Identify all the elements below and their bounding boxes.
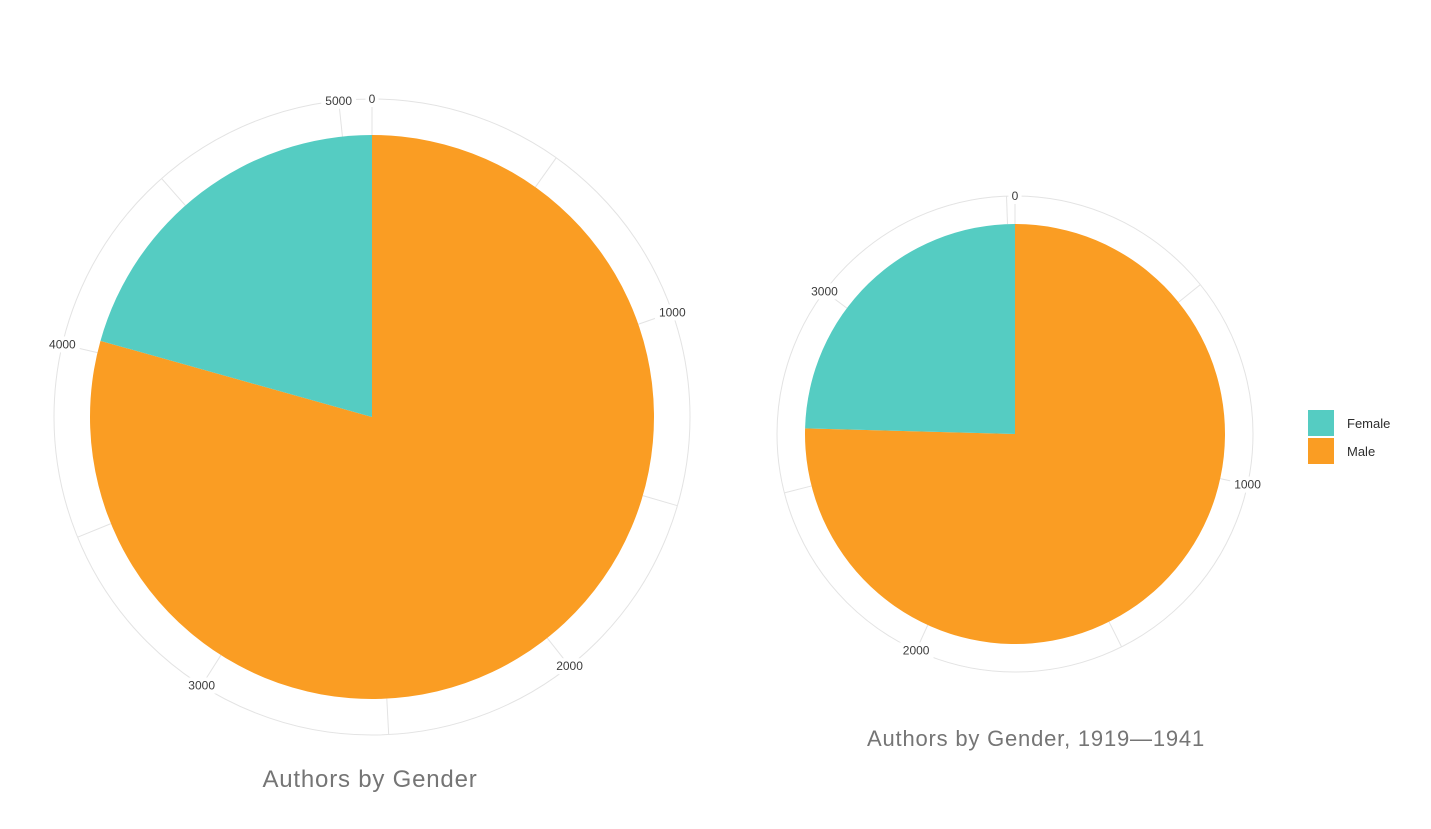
tick-label-backing bbox=[365, 91, 379, 107]
tick-label-backing bbox=[1230, 476, 1265, 493]
legend-swatch-male bbox=[1308, 438, 1334, 464]
chart-title-right: Authors by Gender, 1919—1941 bbox=[867, 726, 1205, 751]
axis-tick bbox=[534, 157, 557, 188]
pie-chart-right: 0 1000 2000 3000 bbox=[776, 188, 1265, 673]
legend-label-female: Female bbox=[1347, 415, 1391, 431]
pie-slice-female bbox=[805, 224, 1015, 434]
pie-slice-female bbox=[100, 135, 372, 417]
tick-label: 3000 bbox=[188, 679, 215, 693]
tick-label: 2000 bbox=[556, 659, 583, 673]
tick-label: 0 bbox=[1012, 189, 1019, 203]
axis-tick bbox=[642, 495, 678, 507]
tick-label: 2000 bbox=[903, 643, 930, 657]
tick-label-backing bbox=[654, 304, 690, 321]
legend-item-female: Female bbox=[1308, 410, 1390, 436]
tick-label: 1000 bbox=[1234, 478, 1261, 492]
legend-swatch-female bbox=[1308, 410, 1334, 436]
tick-label-backing bbox=[321, 92, 357, 109]
axis-tick bbox=[784, 485, 812, 494]
legend-label-male: Male bbox=[1347, 443, 1376, 459]
tick-label-backing bbox=[184, 677, 220, 694]
legend-item-male: Male bbox=[1308, 438, 1390, 464]
tick-label-backing bbox=[807, 283, 842, 300]
axis-tick bbox=[161, 178, 186, 206]
axis-tick bbox=[77, 523, 112, 538]
pie-chart-left: 0 1000 2000 3000 4000 5000 bbox=[44, 91, 691, 736]
tick-label: 0 bbox=[369, 92, 376, 106]
axis-tick bbox=[1108, 621, 1122, 648]
tick-label: 1000 bbox=[659, 305, 686, 319]
tick-label-backing bbox=[898, 642, 934, 659]
tick-label: 3000 bbox=[811, 284, 838, 298]
axis-tick bbox=[1006, 196, 1009, 225]
tick-label: 4000 bbox=[49, 337, 76, 351]
tick-label: 5000 bbox=[325, 94, 352, 108]
axis-tick bbox=[1178, 284, 1201, 303]
legend: Female Male bbox=[1308, 410, 1390, 466]
tick-label-backing bbox=[552, 658, 587, 675]
pie-slice-male bbox=[89, 135, 655, 699]
chart-title-left: Authors by Gender bbox=[262, 766, 478, 793]
tick-label-backing bbox=[1008, 188, 1022, 204]
axis-tick bbox=[386, 698, 390, 735]
tick-label-backing bbox=[44, 336, 80, 353]
